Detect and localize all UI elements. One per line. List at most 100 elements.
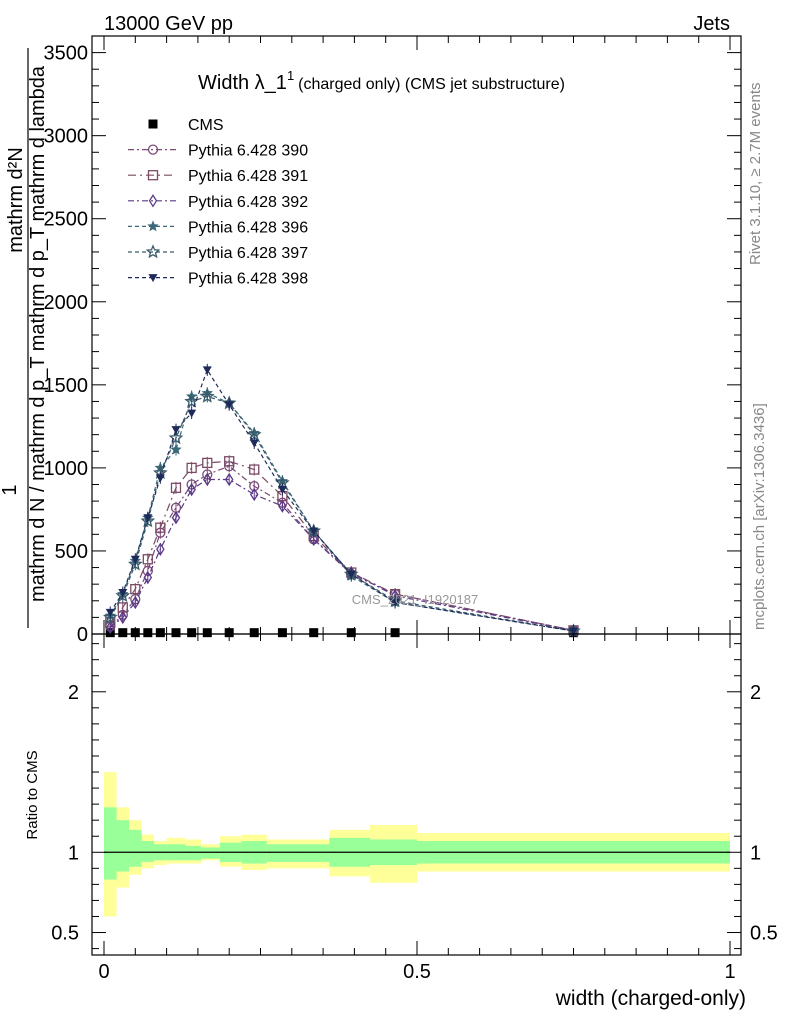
data-point <box>118 588 128 597</box>
ylabel-numerator: 1 <box>0 484 21 495</box>
y-tick-label: 1500 <box>44 375 89 397</box>
data-point <box>202 366 212 375</box>
data-point <box>143 570 153 585</box>
y-tick-label: 2000 <box>44 292 89 314</box>
data-point <box>224 472 234 487</box>
data-point <box>277 485 287 494</box>
data-point <box>171 426 181 435</box>
title-sub: (charged only) (CMS jet substructure) <box>298 76 565 93</box>
data-point <box>569 627 578 636</box>
data-point <box>203 472 212 487</box>
data-point <box>346 628 356 638</box>
legend-marker <box>147 144 159 155</box>
data-point <box>142 554 153 565</box>
ratio-y-tick-label-right: 1 <box>750 842 761 864</box>
band-inner <box>266 844 299 862</box>
band-inner <box>116 820 130 872</box>
data-point <box>118 628 128 638</box>
legend-label: Pythia 6.428 391 <box>188 168 308 185</box>
legend-entry: Pythia 6.428 398 <box>128 271 308 288</box>
data-point <box>278 499 287 513</box>
data-point <box>390 628 400 638</box>
data-point <box>170 482 182 493</box>
data-point <box>127 556 143 571</box>
data-point <box>309 527 319 536</box>
x-tick-label: 0 <box>98 961 109 983</box>
data-point <box>130 555 140 564</box>
data-point <box>346 570 356 579</box>
x-tick-label: 0.5 <box>403 961 431 983</box>
data-point <box>224 401 234 410</box>
data-point <box>155 474 165 483</box>
band-inner <box>141 841 155 862</box>
ratio-frame <box>91 633 742 956</box>
legend-entry: Pythia 6.428 392 <box>128 194 308 211</box>
legend-marker <box>147 220 159 232</box>
ratio-y-tick-label: 1 <box>68 842 79 864</box>
y-tick-label: 500 <box>55 541 88 563</box>
legend-marker <box>148 194 158 208</box>
data-point <box>105 608 115 617</box>
legend-label: Pythia 6.428 396 <box>188 219 308 236</box>
ratio-y-axis-label: Ratio to CMS <box>24 750 41 839</box>
y-tick-label: 2500 <box>44 209 89 231</box>
data-point <box>118 610 128 625</box>
data-point <box>224 628 234 638</box>
series-1 <box>105 460 579 637</box>
legend-marker <box>145 244 161 259</box>
data-point <box>187 628 197 638</box>
series-2 <box>105 455 579 637</box>
x-tick-label: 1 <box>724 961 735 983</box>
legend-entry: Pythia 6.428 390 <box>128 143 308 160</box>
series-0 <box>105 628 578 638</box>
data-point <box>102 609 118 624</box>
band-inner <box>185 845 202 861</box>
legend-label: Pythia 6.428 398 <box>188 271 308 288</box>
legend-entry: Pythia 6.428 391 <box>128 168 308 185</box>
data-point <box>187 482 196 497</box>
series-layer <box>102 363 581 638</box>
data-point <box>171 628 181 638</box>
ylabel-top: mathrm d²N <box>5 147 27 253</box>
y-tick-label: 1000 <box>44 458 89 480</box>
band-inner <box>104 807 117 880</box>
main-ticks: 0 500 1000 1500 2000 2500 3000 3500 <box>44 35 741 646</box>
band-inner <box>129 829 142 867</box>
data-point <box>155 522 166 533</box>
data-point <box>143 514 153 523</box>
rivet-version-text: Rivet 3.1.10, ≥ 2.7M events <box>747 83 764 266</box>
ylabel-middle: mathrm d N / mathrm d p_T mathrm d p_T m… <box>27 65 49 602</box>
ratio-y-tick-label-right: 0.5 <box>750 923 778 945</box>
data-point <box>115 588 131 603</box>
main-panel: 0 500 1000 1500 2000 2500 3000 3500 CMS_2021_I1… <box>44 35 742 646</box>
legend-label: CMS <box>188 117 224 134</box>
watermark-text: CMS_2021_I1920187 <box>352 592 479 607</box>
title-main: Width λ_1 <box>198 72 287 94</box>
ratio-y-tick-label-right: 2 <box>750 682 761 704</box>
series-3 <box>105 472 578 638</box>
data-point <box>140 513 156 528</box>
data-point <box>168 430 184 445</box>
legend-label: Pythia 6.428 390 <box>188 143 308 160</box>
ratio-ticks: 0.5 0.5 1 1 2 2 0 0.5 1 <box>51 634 778 983</box>
header-left: 13000 GeV pp <box>104 13 233 35</box>
data-point <box>202 628 212 638</box>
ratio-y-tick-label: 0.5 <box>51 923 79 945</box>
data-point <box>130 584 141 595</box>
data-point <box>143 628 153 638</box>
data-point <box>105 620 115 635</box>
legend-label: Pythia 6.428 392 <box>188 194 308 211</box>
series-line <box>109 460 574 631</box>
data-point <box>249 464 260 475</box>
x-axis-label: width (charged-only) <box>555 987 746 1010</box>
title-sup: 1 <box>287 68 294 83</box>
main-title: Width λ_11 (charged only) (CMS jet substr… <box>198 68 565 94</box>
legend-entry: CMS <box>148 117 224 134</box>
legend-marker <box>148 119 158 129</box>
data-point <box>309 532 318 547</box>
data-point <box>130 628 140 638</box>
header-right: Jets <box>693 13 730 35</box>
data-point <box>277 628 287 638</box>
data-point <box>199 388 215 403</box>
ratio-panel: 0.5 0.5 1 1 2 2 0 0.5 1 <box>51 633 778 983</box>
